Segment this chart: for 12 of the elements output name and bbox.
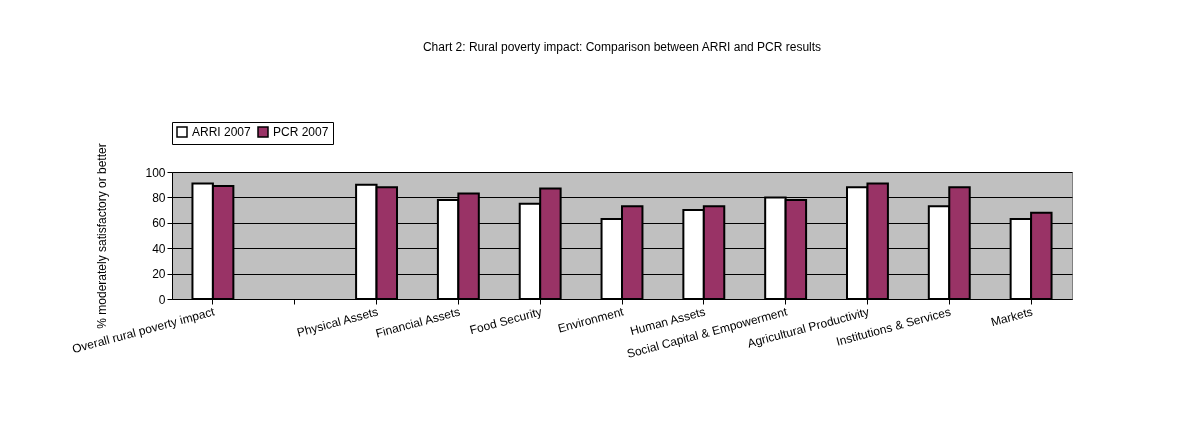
y-tick-label: 80: [152, 190, 166, 205]
y-tick-label: 100: [145, 165, 166, 180]
chart-title: Chart 2: Rural poverty impact: Comparison between ARRI and PCR results: [422, 39, 822, 54]
y-tick-label: 20: [152, 267, 166, 282]
legend-label: ARRI 2007: [192, 125, 252, 139]
y-axis-title: % moderately satisfactory or better: [95, 143, 110, 329]
x-tick-label: Markets: [989, 304, 1035, 330]
y-tick-label: 60: [152, 216, 166, 231]
x-tick-label: Food Security: [468, 304, 544, 338]
y-tick-label: 40: [152, 241, 166, 256]
y-tick-label: 0: [158, 292, 166, 307]
legend-label: PCR 2007: [273, 125, 329, 139]
